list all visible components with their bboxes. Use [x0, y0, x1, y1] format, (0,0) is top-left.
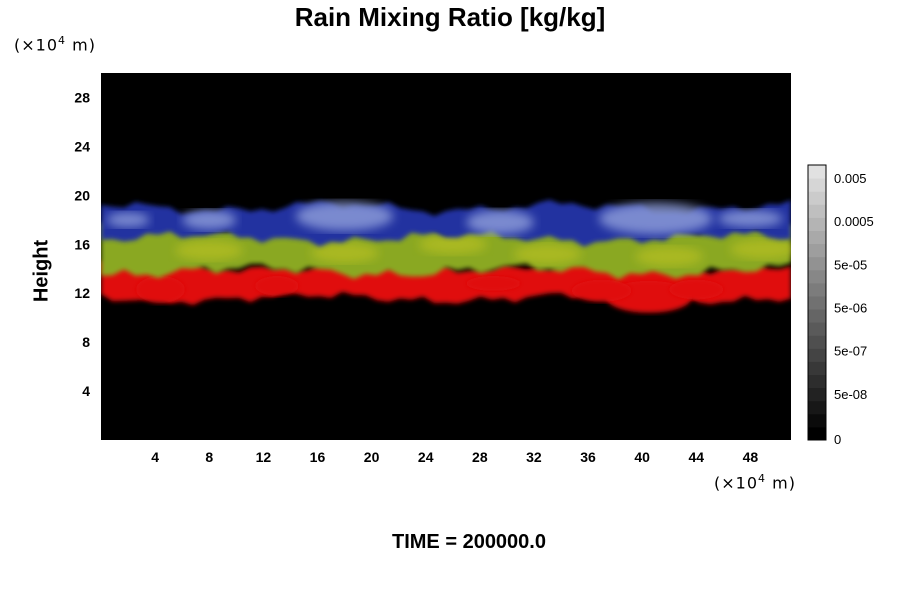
- rain-cell: [466, 210, 534, 235]
- colorbar-level: [808, 178, 826, 192]
- rain-cell: [571, 279, 632, 302]
- x-tick-label: 44: [689, 449, 705, 465]
- colorbar-level: [808, 191, 826, 205]
- x-tick-labels: 4 8 12 16 20 24 28 32 36 40 44 48: [151, 449, 758, 465]
- x-axis-unit: (×104 m): [714, 472, 796, 492]
- colorbar-level: [808, 361, 826, 376]
- x-unit-exponent: 4: [758, 472, 767, 485]
- rain-cell: [418, 234, 487, 255]
- rain-cell: [255, 276, 299, 296]
- colorbar-tick-label: 0.005: [834, 171, 867, 186]
- y-axis-unit: (×104 m): [14, 34, 96, 54]
- colorbar-level: [808, 348, 826, 362]
- colorbar-level: [808, 282, 826, 297]
- y-tick-labels: 4 8 12 16 20 24 28: [74, 89, 90, 399]
- colorbar-tick-label: 5e-08: [834, 387, 867, 402]
- colorbar-level: [808, 269, 826, 284]
- y-tick-label: 28: [74, 89, 90, 105]
- x-tick-label: 20: [364, 449, 380, 465]
- rain-cell: [669, 279, 724, 300]
- colorbar-level: [808, 309, 826, 323]
- rain-cell: [295, 201, 394, 231]
- colorbar-level: [808, 165, 826, 179]
- chart-title: Rain Mixing Ratio [kg/kg]: [294, 2, 606, 32]
- x-tick-label: 48: [743, 449, 759, 465]
- rain-cell: [136, 276, 185, 303]
- colorbar-tick-label: 0.0005: [834, 214, 874, 229]
- rain-cell: [598, 202, 713, 235]
- x-tick-label: 28: [472, 449, 488, 465]
- rain-cell: [310, 242, 379, 263]
- colorbar-level: [808, 295, 826, 310]
- x-tick-label: 32: [526, 449, 542, 465]
- y-tick-label: 12: [74, 285, 90, 301]
- rain-cell: [466, 276, 521, 291]
- x-tick-label: 24: [418, 449, 434, 465]
- colorbar-level: [808, 426, 826, 441]
- y-tick-label: 24: [74, 138, 90, 154]
- y-tick-label: 20: [74, 187, 90, 203]
- y-tick-label: 8: [82, 334, 90, 350]
- colorbar-level: [808, 230, 826, 245]
- colorbar-level: [808, 256, 826, 271]
- rain-field: [101, 199, 791, 313]
- x-unit-suffix: m): [766, 473, 796, 493]
- rain-cell: [513, 244, 582, 265]
- colorbar-level: [808, 243, 826, 258]
- colorbar-tick-label: 0: [834, 432, 841, 447]
- y-tick-label: 16: [74, 236, 90, 252]
- x-tick-label: 36: [580, 449, 596, 465]
- x-tick-label: 40: [634, 449, 650, 465]
- y-unit-suffix: m): [66, 35, 96, 55]
- rain-cell: [729, 239, 791, 260]
- x-unit-prefix: (×10: [714, 473, 759, 493]
- colorbar-tick-label: 5e-06: [834, 301, 867, 316]
- colorbar-level: [808, 387, 826, 402]
- colorbar-level: [808, 204, 826, 218]
- colorbar-tick-label: 5e-07: [834, 344, 867, 359]
- rain-cell: [717, 210, 783, 228]
- y-unit-exponent: 4: [58, 34, 67, 47]
- colorbar-level: [808, 335, 826, 349]
- colorbar-level: [808, 400, 826, 415]
- x-tick-label: 12: [256, 449, 272, 465]
- rain-cell: [175, 240, 244, 261]
- x-tick-label: 8: [205, 449, 213, 465]
- rain-cell: [182, 210, 237, 230]
- rain-cell: [635, 246, 704, 267]
- colorbar-level: [808, 374, 826, 389]
- colorbar-tick-label: 5e-05: [834, 257, 867, 272]
- rain-cell: [106, 212, 150, 228]
- colorbar-level: [808, 217, 826, 231]
- colorbar-frame: [807, 164, 827, 441]
- colorbar-level: [808, 413, 826, 428]
- x-tick-label: 16: [310, 449, 326, 465]
- time-label: TIME = 200000.0: [392, 531, 546, 553]
- colorbar-level: [808, 322, 826, 336]
- y-unit-prefix: (×10: [14, 35, 59, 55]
- y-tick-label: 4: [82, 383, 90, 399]
- x-tick-label: 4: [151, 449, 159, 465]
- colorbar: 0 5e-08 5e-07 5e-06 5e-05 0.0005 0.005: [807, 164, 874, 447]
